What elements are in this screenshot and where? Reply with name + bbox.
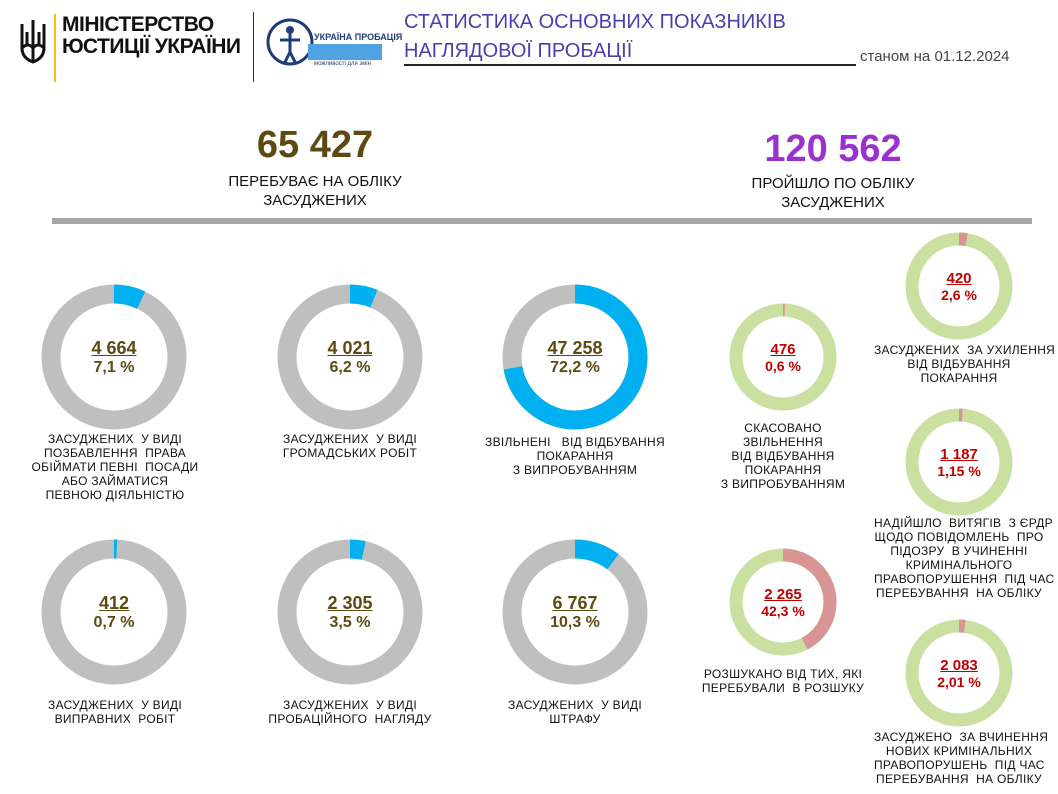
right-donut-percent-1: 42,3 % <box>761 602 805 619</box>
right-donut-percent-4: 2,01 % <box>937 673 981 690</box>
right-donut-caption-4: ЗАСУДЖЕНО ЗА ВЧИНЕННЯ НОВИХ КРИМІНАЛЬНИХ… <box>874 730 1049 786</box>
right-donut-segment-4 <box>905 619 1013 727</box>
left-donut-caption-4: ЗАСУДЖЕНИХ У ВИДІ ПРОБАЦІЙНОГО НАГЛЯДУ <box>268 698 432 726</box>
right-donut-center-0: 476 0,6 % <box>723 297 843 417</box>
left-donut-caption-2: ЗВІЛЬНЕНІ ВІД ВІДБУВАННЯ ПОКАРАННЯ З ВИП… <box>485 435 665 477</box>
left-donut-center-4: 2 305 3,5 % <box>268 530 432 694</box>
registered-label: ПЕРЕБУВАЄ НА ОБЛІКУ ЗАСУДЖЕНИХ <box>228 173 402 209</box>
right-donut-value-1: 2 265 <box>764 585 802 603</box>
right-donut-center-1: 2 265 42,3 % <box>723 542 843 662</box>
right-donut-caption-2: ЗАСУДЖЕНИХ ЗА УХИЛЕННЯ ВІД ВІДБУВАННЯ ПО… <box>874 343 1056 385</box>
left-donut-segment-2 <box>502 284 648 430</box>
left-donut-0: 4 664 7,1 % <box>32 275 196 439</box>
trident-emblem <box>18 18 48 66</box>
passed-label: ПРОЙШЛО ПО ОБЛІКУ ЗАСУДЖЕНИХ <box>751 175 915 211</box>
left-donut-value-4: 2 305 <box>327 592 373 613</box>
left-donut-value-0: 4 664 <box>91 337 137 358</box>
right-donut-segment-1 <box>729 548 837 656</box>
right-donut-1: 2 265 42,3 % <box>723 542 843 662</box>
left-donut-percent-5: 10,3 % <box>550 613 600 631</box>
right-donut-percent-0: 0,6 % <box>765 357 801 374</box>
right-donut-center-4: 2 083 2,01 % <box>899 613 1019 733</box>
left-donut-value-5: 6 767 <box>552 592 598 613</box>
as-of-date: станом на 01.12.2024 <box>860 48 1010 65</box>
right-donut-3: 1 187 1,15 % <box>899 402 1019 522</box>
left-donut-percent-1: 6,2 % <box>329 358 371 376</box>
right-donut-segment-3 <box>905 408 1013 516</box>
left-donut-segment-5 <box>502 539 648 685</box>
right-donut-0: 476 0,6 % <box>723 297 843 417</box>
right-donut-center-3: 1 187 1,15 % <box>899 402 1019 522</box>
left-donut-percent-4: 3,5 % <box>329 613 371 631</box>
left-donut-segment-1 <box>277 284 423 430</box>
left-donut-segment-0 <box>41 284 187 430</box>
left-donut-percent-0: 7,1 % <box>93 358 135 376</box>
left-donut-center-5: 6 767 10,3 % <box>493 530 657 694</box>
left-donut-1: 4 021 6,2 % <box>268 275 432 439</box>
ministry-name: МІНІСТЕРСТВО ЮСТИЦІЇ УКРАЇНИ <box>62 14 241 58</box>
ministry-line1: МІНІСТЕРСТВО <box>62 13 214 36</box>
left-donut-center-2: 47 258 72,2 % <box>493 275 657 439</box>
left-donut-4: 2 305 3,5 % <box>268 530 432 694</box>
right-donut-center-2: 420 2,6 % <box>899 226 1019 346</box>
right-donut-value-3: 1 187 <box>940 445 978 463</box>
passed-total: 120 562 <box>764 128 902 170</box>
left-donut-percent-3: 0,7 % <box>93 613 135 631</box>
right-donut-segment-0 <box>729 303 837 411</box>
right-donut-caption-1: РОЗШУКАНО ВІД ТИХ, ЯКІ ПЕРЕБУВАЛИ В РОЗШ… <box>701 667 865 695</box>
right-donut-caption-0: СКАСОВАНО ЗВІЛЬНЕННЯ ВІД ВІДБУВАННЯ ПОКА… <box>720 421 846 491</box>
probation-logo: УКРАЇНА ПРОБАЦІЯ можливості для змін <box>264 12 402 72</box>
title-underline <box>404 64 856 66</box>
left-donut-caption-3: ЗАСУДЖЕНИХ У ВИДІ ВИПРАВНИХ РОБІТ <box>48 698 182 726</box>
left-donut-caption-5: ЗАСУДЖЕНИХ У ВИДІ ШТРАФУ <box>508 698 642 726</box>
right-donut-percent-2: 2,6 % <box>941 286 977 303</box>
ministry-accent-bar <box>54 14 56 82</box>
right-donut-value-4: 2 083 <box>940 656 978 674</box>
left-donut-percent-2: 72,2 % <box>550 358 600 376</box>
left-donut-5: 6 767 10,3 % <box>493 530 657 694</box>
probation-logo-title: УКРАЇНА ПРОБАЦІЯ <box>314 32 403 42</box>
section-divider <box>52 218 1032 224</box>
left-donut-caption-0: ЗАСУДЖЕНИХ У ВИДІ ПОЗБАВЛЕННЯ ПРАВА ОБІЙ… <box>31 432 199 502</box>
header-divider <box>253 12 254 82</box>
ministry-line2: ЮСТИЦІЇ УКРАЇНИ <box>62 35 241 58</box>
report-title: СТАТИСТИКА ОСНОВНИХ ПОКАЗНИКІВ НАГЛЯДОВО… <box>404 11 786 62</box>
left-donut-value-3: 412 <box>98 592 130 613</box>
right-donut-value-2: 420 <box>946 269 972 287</box>
right-donut-2: 420 2,6 % <box>899 226 1019 346</box>
right-donut-caption-3: НАДІЙШЛО ВИТЯГІВ З ЄРДР ЩОДО ПОВІДОМЛЕНЬ… <box>874 516 1055 600</box>
left-donut-center-1: 4 021 6,2 % <box>268 275 432 439</box>
left-donut-segment-3 <box>41 539 187 685</box>
left-donut-segment-4 <box>277 539 423 685</box>
left-donut-value-2: 47 258 <box>547 337 603 358</box>
right-donut-segment-2 <box>905 232 1013 340</box>
registered-total: 65 427 <box>256 124 374 166</box>
left-donut-center-0: 4 664 7,1 % <box>32 275 196 439</box>
right-donut-value-0: 476 <box>770 340 796 358</box>
right-donut-percent-3: 1,15 % <box>937 462 981 479</box>
left-donut-caption-1: ЗАСУДЖЕНИХ У ВИДІ ГРОМАДСЬКИХ РОБІТ <box>282 432 418 460</box>
left-donut-2: 47 258 72,2 % <box>493 275 657 439</box>
left-donut-3: 412 0,7 % <box>32 530 196 694</box>
left-donut-center-3: 412 0,7 % <box>32 530 196 694</box>
right-donut-4: 2 083 2,01 % <box>899 613 1019 733</box>
probation-logo-sub: можливості для змін <box>314 61 371 67</box>
left-donut-value-1: 4 021 <box>327 337 373 358</box>
